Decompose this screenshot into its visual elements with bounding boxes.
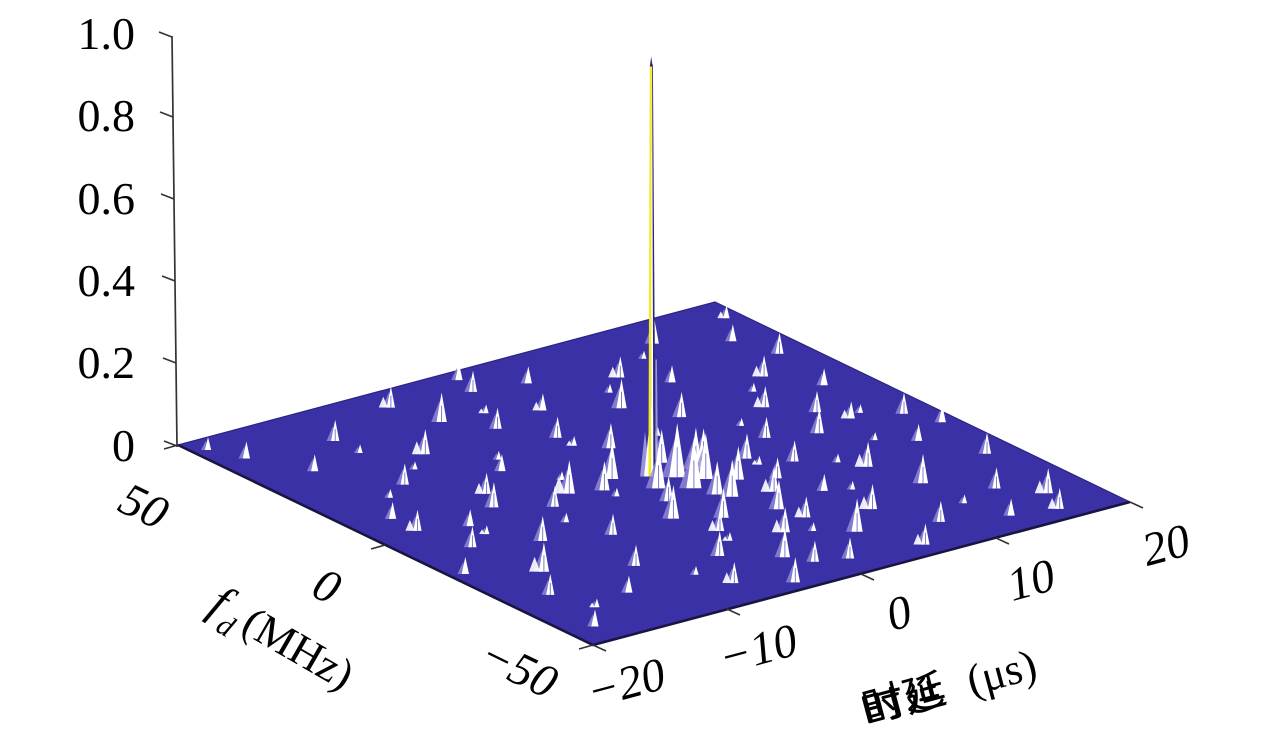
delay-axis-tick-label: 0	[881, 585, 917, 641]
z-axis-line	[171, 35, 178, 448]
z-axis: 1.0 0.8 0.6 0.4 0.2 0	[78, 8, 178, 471]
delay-axis-tick	[726, 608, 741, 616]
fd-axis-label: f d (MHz)	[201, 576, 363, 700]
fd-axis-tick	[370, 544, 386, 550]
delay-axis-tick	[1129, 501, 1144, 509]
delay-axis-label-unit: (μs)	[961, 640, 1041, 705]
fd-axis-label-unit: (MHz)	[234, 597, 362, 699]
z-axis-tick-label: 0.2	[78, 337, 136, 388]
z-axis-tick-label: 0	[112, 420, 135, 471]
z-axis-tick	[159, 111, 174, 118]
z-axis-tick-label: 0.4	[78, 255, 136, 306]
delay-axis-label: 时延	[858, 640, 1042, 733]
delay-axis-label-cjk-drawing	[861, 676, 944, 724]
fd-axis-tick-label: 50	[111, 473, 176, 540]
fd-axis-tick-label: 0	[305, 558, 349, 615]
z-axis-tick	[161, 275, 176, 282]
z-axis-tick	[160, 193, 175, 200]
delay-axis-tick-label: −20	[581, 648, 670, 719]
surface-spikes	[201, 56, 1064, 627]
fd-axis-tick	[578, 644, 594, 650]
z-axis-tick	[158, 31, 173, 38]
z-axis-tick-label: 0.6	[78, 173, 136, 224]
fd-axis-tick	[163, 444, 179, 450]
fd-axis-tick-label: −50	[472, 628, 566, 709]
delay-axis-tick	[995, 537, 1010, 545]
z-axis-tick	[162, 357, 177, 364]
surface-back-edge	[177, 301, 1131, 503]
delay-axis-tick	[860, 573, 875, 581]
z-axis-tick-label: 0.8	[78, 90, 136, 141]
z-axis-tick-label: 1.0	[78, 8, 136, 59]
delay-axis-tick-label: −10	[713, 614, 802, 685]
delay-axis-tick-label: 20	[1137, 514, 1196, 576]
delay-axis-label-cjk-text: 时延	[858, 667, 951, 733]
delay-axis-tick	[592, 644, 607, 652]
delay-axis-tick-label: 10	[1002, 549, 1061, 611]
